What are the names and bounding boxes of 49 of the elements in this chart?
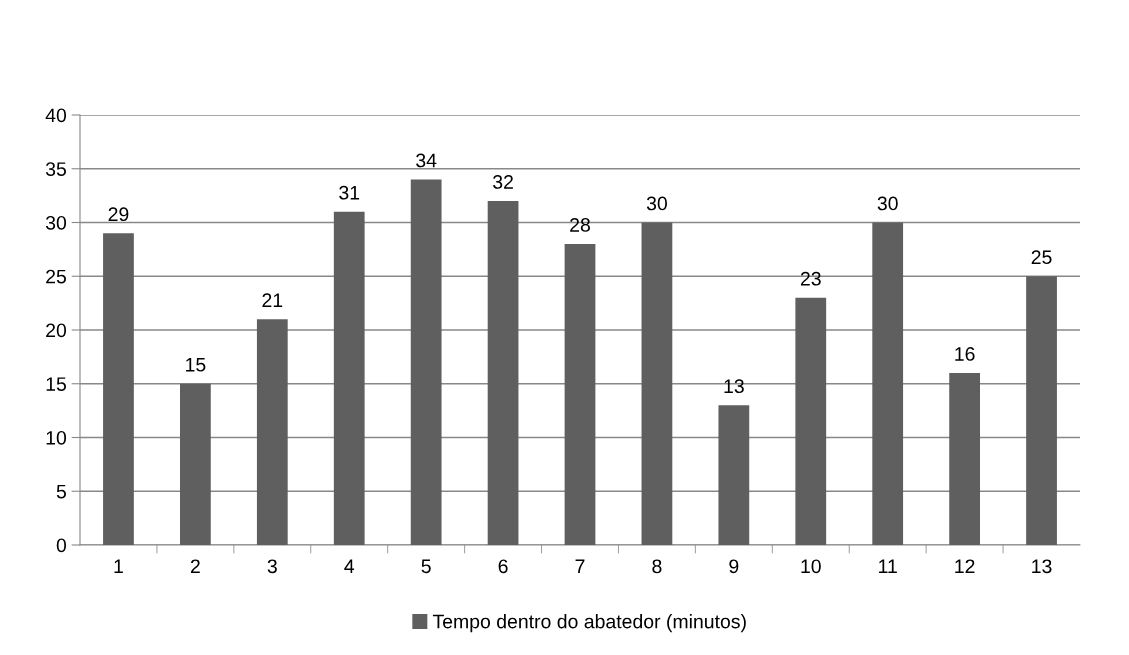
- y-tick-label: 0: [56, 538, 67, 553]
- x-tick-label: 7: [575, 559, 585, 573]
- data-label: 28: [570, 218, 590, 232]
- data-label: 29: [108, 207, 129, 222]
- data-label: 30: [646, 196, 667, 211]
- data-label: 13: [724, 379, 744, 394]
- bar: [410, 179, 442, 545]
- data-label: 34: [416, 153, 437, 168]
- bar: [256, 319, 288, 545]
- bar: [564, 244, 596, 545]
- data-label: 21: [262, 293, 283, 307]
- bar: [949, 373, 980, 545]
- bar: [1026, 276, 1057, 545]
- y-tick-label: 10: [46, 430, 67, 445]
- legend-label: Tempo dentro do abatedor (minutos): [432, 614, 746, 633]
- data-label: 16: [955, 347, 975, 361]
- y-tick-label: 5: [56, 484, 66, 499]
- x-tick-label: 8: [652, 559, 662, 574]
- bar: [103, 233, 134, 545]
- bar: [333, 211, 365, 545]
- x-tick-label: 10: [801, 559, 821, 574]
- bar: [487, 201, 519, 545]
- x-tick-label: 12: [955, 559, 975, 573]
- x-tick-label: 3: [267, 559, 277, 574]
- x-tick-label: 13: [1032, 559, 1052, 574]
- bar: [641, 222, 673, 545]
- data-label: 30: [877, 196, 898, 211]
- y-tick-label: 30: [45, 215, 67, 230]
- y-tick-label: 25: [46, 269, 66, 284]
- x-tick-label: 9: [729, 559, 739, 574]
- data-label: 31: [339, 185, 360, 200]
- bar: [795, 297, 827, 545]
- bar: [180, 383, 211, 545]
- data-label: 25: [1031, 250, 1052, 265]
- y-tick-label: 35: [45, 162, 66, 176]
- x-tick-label: 5: [421, 559, 431, 574]
- x-tick-label: 4: [344, 559, 355, 573]
- data-label: 15: [186, 358, 206, 372]
- y-tick-label: 40: [45, 108, 67, 123]
- x-tick-label: 1: [114, 559, 123, 573]
- data-label: 32: [493, 175, 513, 189]
- x-tick-label: 2: [190, 559, 200, 573]
- bar: [718, 405, 750, 545]
- x-tick-label: 6: [498, 559, 508, 574]
- data-label: 23: [800, 271, 821, 286]
- bar: [872, 222, 904, 545]
- x-tick-label: 11: [879, 559, 897, 573]
- y-tick-label: 15: [46, 377, 66, 391]
- y-tick-label: 20: [46, 323, 67, 338]
